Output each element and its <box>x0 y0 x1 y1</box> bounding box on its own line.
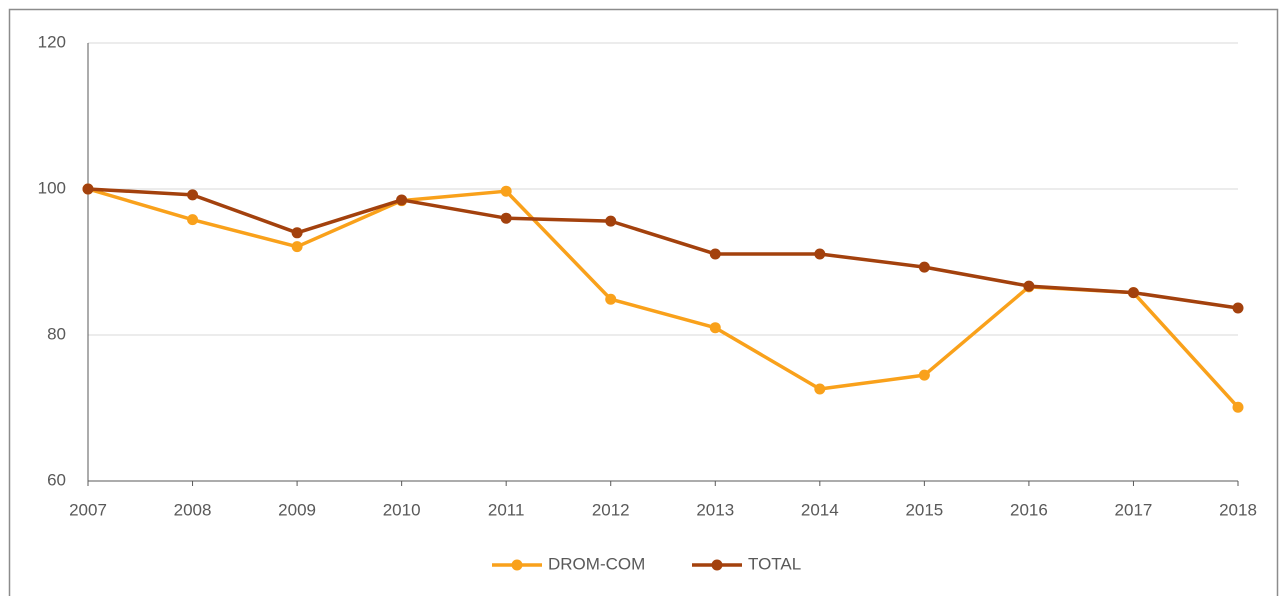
x-tick-label: 2009 <box>278 500 316 519</box>
x-tick-label: 2008 <box>174 500 212 519</box>
data-point <box>814 383 826 395</box>
data-point <box>709 322 721 334</box>
x-tick-label: 2013 <box>696 500 734 519</box>
x-tick-label: 2010 <box>383 500 421 519</box>
x-tick-label: 2015 <box>905 500 943 519</box>
data-point <box>1127 287 1139 299</box>
data-point <box>1232 302 1244 314</box>
data-point <box>605 215 617 227</box>
data-point <box>709 248 721 260</box>
data-point <box>918 261 930 273</box>
data-point <box>187 189 199 201</box>
data-point <box>918 369 930 381</box>
data-point <box>82 183 94 195</box>
data-point <box>814 248 826 260</box>
x-tick-label: 2007 <box>69 500 107 519</box>
data-point <box>1023 280 1035 292</box>
y-tick-label: 80 <box>47 324 66 343</box>
data-point <box>500 212 512 224</box>
series-line <box>87 187 1239 310</box>
chart-border <box>8 8 1279 596</box>
data-point <box>291 227 303 239</box>
x-tick-label: 2016 <box>1010 500 1048 519</box>
legend-marker <box>511 559 523 571</box>
data-point <box>291 241 303 253</box>
y-tick-label: 100 <box>38 178 66 197</box>
x-tick-label: 2017 <box>1115 500 1153 519</box>
x-tick-label: 2012 <box>592 500 630 519</box>
y-tick-label: 120 <box>38 32 66 51</box>
legend-label: TOTAL <box>748 554 801 573</box>
series-line <box>87 187 1240 409</box>
x-tick-label: 2011 <box>488 500 525 519</box>
data-point <box>605 293 617 305</box>
data-point <box>396 194 408 206</box>
data-point <box>187 214 199 226</box>
data-point <box>500 185 512 197</box>
legend-marker <box>711 559 723 571</box>
data-point <box>1232 401 1244 413</box>
x-tick-label: 2014 <box>801 500 839 519</box>
x-tick-label: 2018 <box>1219 500 1257 519</box>
y-tick-label: 60 <box>47 470 66 489</box>
legend-label: DROM-COM <box>548 554 645 573</box>
